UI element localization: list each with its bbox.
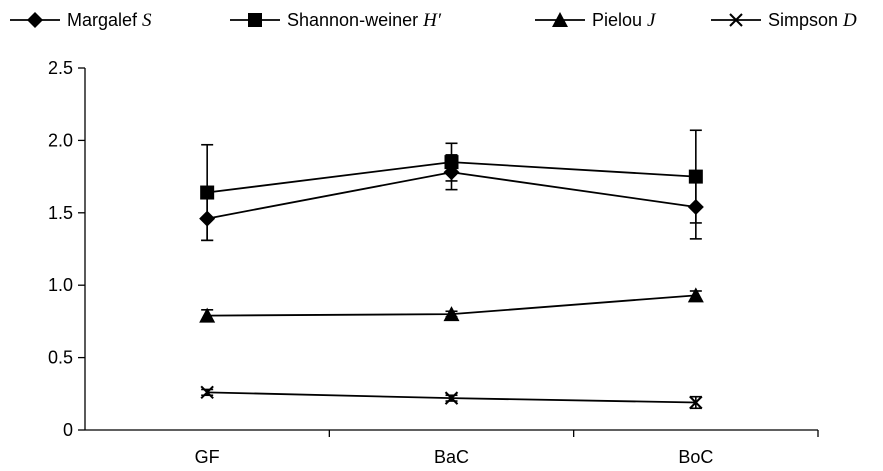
series-4: [200, 385, 703, 410]
legend-label-symbol: H′: [422, 10, 442, 31]
series-3: [199, 287, 704, 323]
legend: Margalef S Shannon-weiner H′ Pielou J Simps…: [10, 10, 857, 31]
x-tick-label: BoC: [678, 447, 713, 467]
data-point: [200, 385, 214, 400]
legend-label-symbol: J: [647, 10, 657, 31]
series-2: [200, 129, 703, 242]
legend-marker: [552, 12, 568, 27]
data-point: [444, 391, 459, 405]
data-point: [200, 185, 215, 200]
data-point: [199, 307, 216, 323]
y-tick-label: 0: [63, 420, 73, 440]
legend-marker: [248, 13, 262, 27]
data-point: [443, 306, 460, 322]
x-tick-label: BaC: [434, 447, 469, 467]
legend-entry: Pielou J: [535, 10, 657, 31]
legend-entry: Simpson D: [711, 10, 857, 31]
y-tick-label: 2.0: [48, 130, 73, 150]
legend-entry: Shannon-weiner H′: [230, 10, 442, 31]
plot-area: [199, 129, 704, 410]
y-tick-label: 1.5: [48, 203, 73, 223]
y-tick-label: 1.0: [48, 275, 73, 295]
data-point: [689, 395, 703, 410]
legend-label: Pielou J: [592, 10, 657, 31]
legend-label: Shannon-weiner H′: [287, 10, 442, 31]
legend-label-symbol: S: [142, 10, 152, 31]
x-tick-label: GF: [195, 447, 220, 467]
data-point: [688, 169, 703, 184]
legend-entry: Margalef S: [10, 10, 152, 31]
legend-marker: [729, 13, 743, 27]
legend-label: Simpson D: [768, 10, 857, 31]
axes: 0 0.5 1.0 1.5 2.0 2.5 GF BaC BoC: [48, 58, 819, 467]
y-tick-label: 0.5: [48, 348, 73, 368]
data-point: [687, 287, 704, 303]
legend-label-symbol: D: [842, 10, 857, 31]
legend-marker: [27, 12, 43, 28]
data-point: [444, 155, 459, 170]
y-tick-label: 2.5: [48, 58, 73, 78]
legend-label: Margalef S: [67, 10, 152, 31]
